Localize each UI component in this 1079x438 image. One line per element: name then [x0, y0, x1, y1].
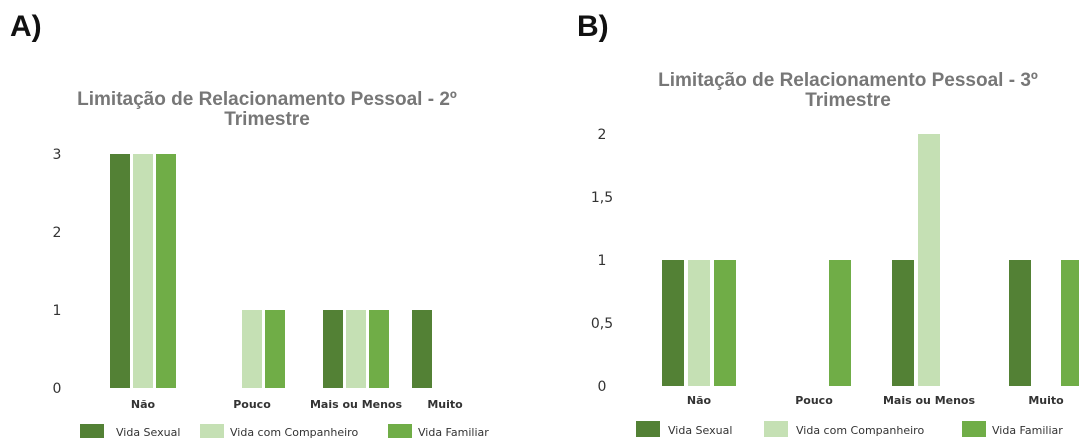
- chart-a-bar: [110, 154, 130, 388]
- chart-b-ytick-label: 0: [598, 379, 607, 395]
- chart-a-bar: [412, 310, 432, 388]
- chart-a-legend-label: Vida Sexual: [116, 426, 180, 438]
- chart-a-ytick-label: 2: [53, 225, 62, 241]
- panel-label-b: B): [577, 10, 609, 43]
- chart-b-category-label: Muito: [1028, 394, 1064, 407]
- chart-b-bar: [892, 260, 914, 386]
- chart-b-bar: [1009, 260, 1031, 386]
- chart-a-title-line-2: Trimestre: [224, 109, 310, 130]
- chart-b-category-label: Não: [687, 394, 712, 407]
- chart-a-bar: [156, 154, 176, 388]
- chart-b-bar: [688, 260, 710, 386]
- chart-b-bar: [918, 134, 940, 386]
- chart-a-bar: [265, 310, 285, 388]
- chart-b-legend-swatch: [962, 421, 986, 437]
- chart-b-legend-label: Vida Familiar: [992, 424, 1063, 437]
- chart-b-ytick-label: 1,5: [591, 190, 613, 206]
- chart-b-category-label: Mais ou Menos: [883, 394, 976, 407]
- chart-a-bar: [242, 310, 262, 388]
- chart-b-bar: [1061, 260, 1079, 386]
- chart-a-ytick-label: 3: [53, 147, 62, 163]
- panel-label-a: A): [10, 10, 42, 43]
- chart-a-legend-swatch: [80, 424, 104, 438]
- chart-b-ytick-label: 2: [598, 127, 607, 143]
- chart-a-legend-swatch: [388, 424, 412, 438]
- chart-b-legend-label: Vida com Companheiro: [796, 424, 924, 437]
- chart-b-title-line-2: Trimestre: [805, 90, 891, 111]
- chart-a-category-label: Não: [131, 398, 156, 411]
- chart-b-legend-swatch: [764, 421, 788, 437]
- chart-b-bar: [714, 260, 736, 386]
- chart-b-title-line-1: Limitação de Relacionamento Pessoal - 3º: [658, 70, 1038, 91]
- chart-b-bar: [829, 260, 851, 386]
- chart-a-bar: [133, 154, 153, 388]
- chart-a-legend-label: Vida Familiar: [418, 426, 489, 438]
- chart-a-bar: [369, 310, 389, 388]
- chart-b-legend-swatch: [636, 421, 660, 437]
- chart-b-legend-label: Vida Sexual: [668, 424, 732, 437]
- chart-a-legend-swatch: [200, 424, 224, 438]
- chart-a-legend-label: Vida com Companheiro: [230, 426, 358, 438]
- chart-a-bar: [346, 310, 366, 388]
- chart-a-category-label: Muito: [427, 398, 463, 411]
- chart-a-ytick-label: 0: [53, 381, 62, 397]
- chart-b-bar: [662, 260, 684, 386]
- chart-a-category-label: Mais ou Menos: [310, 398, 403, 411]
- chart-b-ytick-label: 1: [598, 253, 607, 269]
- chart-a-category-label: Pouco: [233, 398, 271, 411]
- chart-a-title-line-1: Limitação de Relacionamento Pessoal - 2º: [77, 89, 457, 110]
- chart-a-ytick-label: 1: [53, 303, 62, 319]
- chart-b-ytick-label: 0,5: [591, 316, 613, 332]
- chart-b-category-label: Pouco: [795, 394, 833, 407]
- chart-a-bar: [323, 310, 343, 388]
